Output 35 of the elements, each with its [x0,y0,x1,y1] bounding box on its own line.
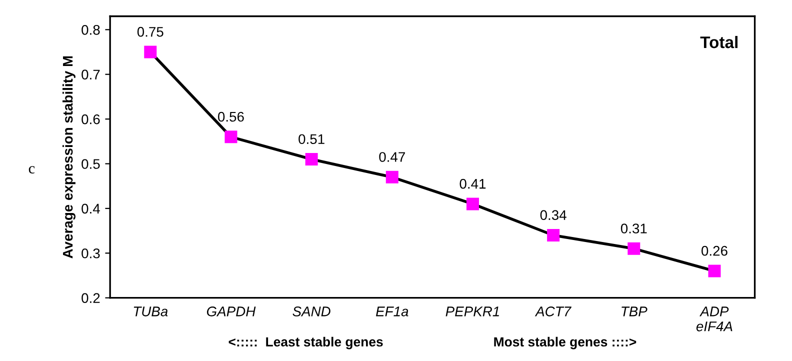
data-label: 0.31 [620,224,647,234]
x-axis-title: <::::: Least stable genes Most stable genes ::::> [228,336,636,350]
y-tick-label: 0.3 [82,248,100,258]
data-label: 0.41 [460,178,486,189]
data-label: 0.47 [379,152,405,162]
y-tick-label: 0.8 [82,24,100,35]
data-label: 0.26 [702,246,728,256]
y-tick-label: 0.5 [82,159,100,169]
y-tick-label: 0.7 [82,70,100,80]
point [386,170,398,184]
y-axis-title: Average expression stability M [62,56,76,258]
data-label: 0.51 [298,134,324,144]
y-tick-label: 0.2 [82,293,100,303]
x-tick-label: EF1a [376,306,408,316]
point [466,198,479,210]
x-tick-label: TBP [622,306,648,316]
x-tick-label: TUBa [134,306,168,316]
x-tick-label: PEPKR1 [446,306,499,316]
x-tick-label: GAPDH [206,306,256,316]
point [708,264,721,278]
data-label: 0.34 [540,210,566,220]
point [305,153,318,166]
annotation: Total [700,36,738,48]
point [224,130,238,144]
point [547,229,560,242]
point [144,46,157,58]
x-tick-label: SAND [292,306,330,316]
y-tick-label: 0.4 [82,204,100,214]
y-tick-label: 0.6 [82,114,100,124]
x-tick-label: ACT7 [534,306,572,316]
text: c [28,166,35,174]
data-label: 0.56 [218,112,244,122]
point [628,242,640,255]
x-tick-label: ADP eIF4A [696,306,732,332]
data-label: 0.75 [137,26,164,37]
